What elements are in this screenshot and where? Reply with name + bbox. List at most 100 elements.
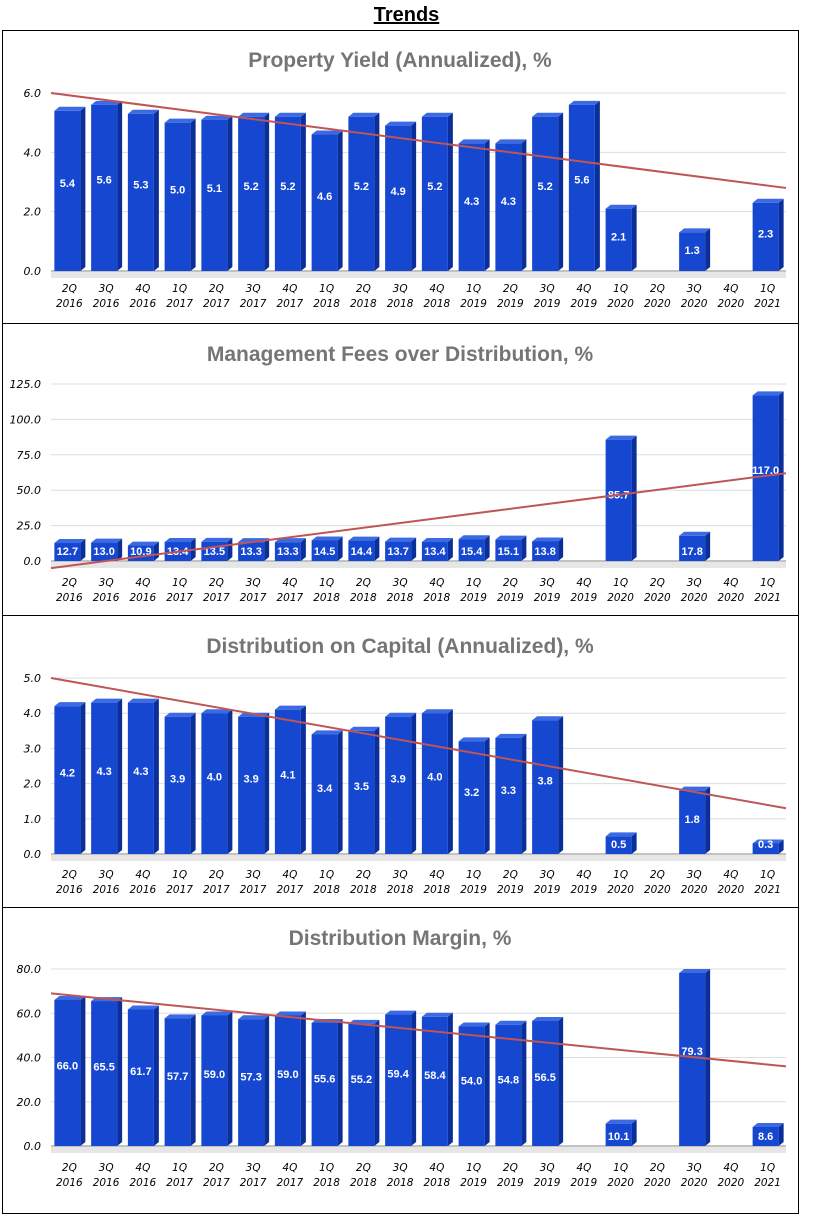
x-tick-quarter: 1Q: [613, 869, 628, 881]
x-tick-year: 2019: [534, 592, 561, 604]
bar-top: [201, 1011, 233, 1016]
bar-side: [558, 716, 564, 854]
bar-top: [91, 698, 123, 703]
x-tick-quarter: 3Q: [687, 869, 702, 881]
bar-side: [117, 538, 123, 561]
bar-side: [264, 112, 270, 271]
bar-side: [80, 995, 86, 1146]
bar-side: [705, 228, 711, 271]
x-tick-year: 2020: [681, 592, 708, 604]
bar-top: [385, 1010, 417, 1015]
x-tick-quarter: 1Q: [760, 1162, 775, 1174]
bar-top: [238, 1015, 270, 1020]
x-tick-year: 2018: [350, 1177, 377, 1189]
x-tick-year: 2020: [607, 1177, 634, 1189]
bar-top: [348, 112, 380, 117]
data-label: 57.7: [167, 1071, 188, 1083]
x-tick-year: 2017: [277, 592, 304, 604]
bar: [127, 1009, 154, 1146]
x-tick-quarter: 4Q: [135, 577, 150, 589]
x-tick-year: 2018: [350, 884, 377, 896]
data-label: 79.3: [681, 1046, 702, 1058]
bar: [238, 542, 265, 561]
x-tick-quarter: 2Q: [209, 1162, 224, 1174]
x-tick-quarter: 2Q: [209, 869, 224, 881]
bar-side: [447, 112, 453, 271]
bar-side: [484, 139, 490, 271]
bar-side: [337, 730, 343, 854]
bar-top: [752, 839, 784, 844]
x-tick-year: 2018: [313, 1177, 340, 1189]
bar: [605, 208, 632, 271]
data-label: 3.9: [243, 773, 258, 785]
x-tick-quarter: 3Q: [393, 1162, 408, 1174]
y-tick-label: 3.0: [24, 742, 42, 755]
x-tick-quarter: 3Q: [246, 869, 261, 881]
data-label: 58.4: [424, 1070, 446, 1082]
data-label: 55.6: [314, 1073, 335, 1085]
bar-top: [679, 531, 711, 536]
bar-top: [532, 716, 564, 721]
x-tick-quarter: 1Q: [172, 283, 187, 295]
bar: [274, 542, 301, 561]
bar-top: [532, 537, 564, 542]
x-tick-quarter: 3Q: [540, 1162, 555, 1174]
data-label: 0.5: [611, 839, 626, 851]
x-tick-quarter: 2Q: [503, 869, 518, 881]
bar-side: [153, 698, 159, 854]
x-tick-year: 2019: [571, 298, 598, 310]
y-tick-label: 125.0: [10, 378, 42, 391]
bar: [605, 439, 632, 561]
bar: [311, 540, 338, 561]
x-tick-year: 2017: [203, 1177, 230, 1189]
bar-side: [705, 531, 711, 561]
x-tick-quarter: 1Q: [319, 869, 334, 881]
x-tick-quarter: 4Q: [282, 1162, 297, 1174]
x-tick-year: 2016: [130, 1177, 157, 1189]
x-tick-quarter: 3Q: [99, 869, 114, 881]
bar-top: [679, 786, 711, 791]
x-tick-year: 2019: [497, 1177, 524, 1189]
x-tick-quarter: 4Q: [723, 283, 738, 295]
data-label: 54.8: [498, 1074, 519, 1086]
x-tick-year: 2019: [460, 592, 487, 604]
x-tick-year: 2018: [424, 298, 451, 310]
x-tick-year: 2018: [313, 884, 340, 896]
x-tick-year: 2017: [166, 592, 193, 604]
x-tick-year: 2019: [497, 592, 524, 604]
x-tick-year: 2020: [718, 884, 745, 896]
data-label: 4.3: [133, 766, 148, 778]
x-tick-quarter: 2Q: [356, 869, 371, 881]
data-label: 54.0: [461, 1075, 482, 1087]
x-tick-year: 2019: [534, 298, 561, 310]
x-tick-year: 2017: [277, 298, 304, 310]
x-tick-quarter: 3Q: [687, 1162, 702, 1174]
x-tick-year: 2016: [56, 884, 83, 896]
x-tick-year: 2019: [460, 1177, 487, 1189]
bar: [54, 999, 81, 1146]
x-tick-quarter: 4Q: [429, 577, 444, 589]
data-label: 4.2: [60, 768, 75, 780]
x-tick-year: 2016: [130, 884, 157, 896]
bar-top: [127, 109, 159, 114]
x-tick-year: 2020: [718, 298, 745, 310]
x-tick-quarter: 4Q: [135, 283, 150, 295]
data-label: 13.3: [277, 546, 298, 558]
bar-side: [521, 535, 527, 561]
bar: [348, 730, 375, 854]
bar-side: [521, 139, 527, 271]
x-tick-year: 2019: [571, 592, 598, 604]
bar: [201, 713, 228, 854]
x-tick-quarter: 1Q: [466, 1162, 481, 1174]
bar-side: [778, 839, 784, 854]
x-tick-year: 2016: [130, 298, 157, 310]
data-label: 3.9: [170, 773, 185, 785]
bar: [91, 1001, 118, 1146]
x-tick-year: 2020: [718, 592, 745, 604]
x-tick-quarter: 2Q: [356, 1162, 371, 1174]
bar: [164, 122, 191, 272]
data-label: 4.3: [501, 196, 516, 208]
x-tick-quarter: 4Q: [282, 577, 297, 589]
x-tick-year: 2019: [497, 298, 524, 310]
bar-side: [374, 726, 380, 854]
